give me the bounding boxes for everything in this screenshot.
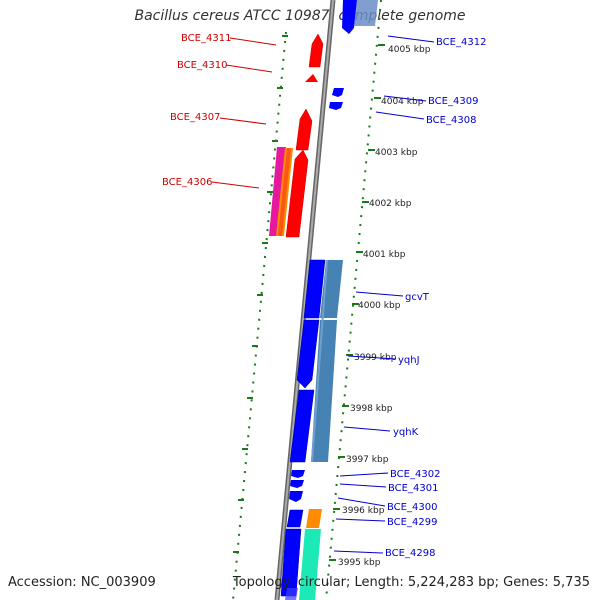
outer-track-ticks	[233, 35, 288, 553]
outer-dotted-track	[232, 31, 287, 600]
label-yqhK[interactable]: yqhK	[393, 427, 419, 438]
label-bce-4301[interactable]: BCE_4301	[388, 483, 438, 494]
left-feature-labels: BCE_4311 BCE_4310 BCE_4307 BCE_4306	[162, 33, 277, 189]
reverse-features	[280, 0, 378, 600]
feature-bce-4308[interactable]	[329, 102, 343, 110]
tick-label: 3996 kbp	[342, 506, 385, 516]
feature-gcvT[interactable]	[303, 259, 326, 319]
tick-label: 4001 kbp	[363, 250, 406, 260]
feature-bce-4306[interactable]	[285, 149, 309, 238]
feature-bce-4301[interactable]	[290, 480, 304, 488]
feature-bce-4300[interactable]	[289, 491, 303, 502]
feature-bce-4299[interactable]	[286, 509, 304, 528]
label-bce-4300[interactable]: BCE_4300	[387, 502, 437, 513]
feature-bce-4310[interactable]	[305, 74, 318, 82]
tick-label: 4003 kbp	[375, 148, 418, 158]
feature-bce-4307[interactable]	[295, 108, 313, 151]
feature-bce-4309[interactable]	[332, 88, 344, 97]
tick-label: 4000 kbp	[358, 301, 401, 311]
tick-label: 3997 kbp	[346, 455, 389, 465]
bp-scale: 4005 kbp 4004 kbp 4003 kbp 4002 kbp 4001…	[329, 44, 431, 568]
tick-label: 4004 kbp	[381, 97, 424, 107]
label-bce-4298[interactable]: BCE_4298	[385, 548, 435, 559]
feature-magenta[interactable]	[269, 147, 286, 236]
feature-yqhJ[interactable]	[296, 319, 320, 389]
label-bce-4306[interactable]: BCE_4306	[162, 177, 212, 188]
tick-label: 3998 kbp	[350, 404, 393, 414]
label-yqhJ[interactable]: yqhJ	[398, 355, 420, 366]
label-gcvT[interactable]: gcvT	[405, 292, 430, 303]
feature-orange-lower[interactable]	[306, 509, 322, 528]
feature-aqua[interactable]	[299, 529, 321, 600]
topology-text: Topology: circular; Length: 5,224,283 bp…	[232, 575, 590, 590]
feature-bce-4302[interactable]	[291, 470, 305, 478]
feature-bce-4311[interactable]	[308, 33, 324, 68]
inner-dotted-track	[325, 0, 382, 600]
label-bce-4312[interactable]: BCE_4312	[436, 37, 486, 48]
label-bce-4310[interactable]: BCE_4310	[177, 60, 227, 71]
feature-yqhK[interactable]	[289, 389, 315, 463]
forward-features	[269, 33, 324, 238]
accession-text: Accession: NC_003909	[8, 575, 156, 590]
label-bce-4299[interactable]: BCE_4299	[387, 517, 437, 528]
tick-label: 3995 kbp	[338, 558, 381, 568]
feature-bce-4312[interactable]	[342, 0, 357, 34]
label-bce-4311[interactable]: BCE_4311	[181, 33, 231, 44]
label-bce-4308[interactable]: BCE_4308	[426, 115, 476, 126]
backbone	[274, 0, 336, 600]
tick-label: 4005 kbp	[388, 45, 431, 55]
tick-label: 4002 kbp	[369, 199, 412, 209]
label-bce-4307[interactable]: BCE_4307	[170, 112, 220, 123]
feature-blue-yqh-pair[interactable]	[311, 320, 337, 462]
right-feature-labels: BCE_4312 BCE_4309 BCE_4308 gcvT yqhJ yqh…	[333, 35, 486, 559]
label-bce-4302[interactable]: BCE_4302	[390, 469, 440, 480]
label-bce-4309[interactable]: BCE_4309	[428, 96, 478, 107]
map-title: Bacillus cereus ATCC 10987, complete gen…	[134, 8, 466, 24]
dotted-tracks	[232, 0, 382, 600]
